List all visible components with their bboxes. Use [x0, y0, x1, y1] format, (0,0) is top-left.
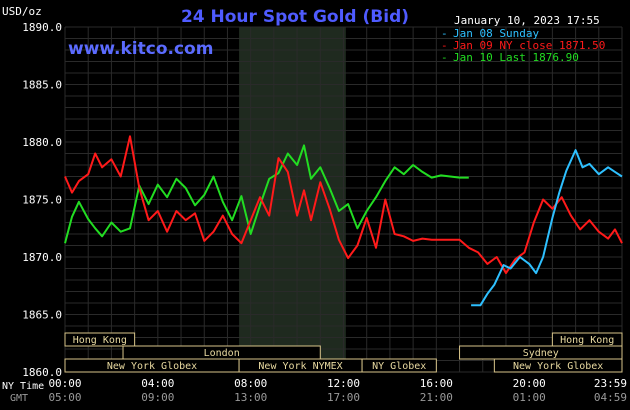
y-tick-label: 1885.0 [22, 79, 62, 92]
chart-title: 24 Hour Spot Gold (Bid) [181, 7, 409, 27]
series-layer [64, 135, 623, 307]
session-band [493, 358, 623, 373]
y-tick-label: 1860.0 [22, 366, 62, 379]
y-tick-label: 1865.0 [22, 309, 62, 322]
legend-marker: - [441, 27, 448, 40]
x-tick-gmt: 09:00 [141, 391, 174, 404]
x-tick-ny: 20:00 [513, 377, 546, 390]
session-label: Hong Kong [560, 335, 614, 346]
legend-label: Jan 10 Last 1876.90 [453, 51, 579, 64]
y-axis: 1890.0 1885.0 1880.0 1875.0 1870.0 1865.0 1860… [22, 21, 62, 379]
x-tick-gmt: 13:00 [234, 391, 267, 404]
x-tick-ny: 23:59 [594, 377, 627, 390]
watermark-logo: www.kitco.com [68, 39, 213, 59]
y-tick-label: 1890.0 [22, 21, 62, 34]
session-label: New York Globex [513, 361, 603, 372]
session-label: London [204, 348, 240, 359]
session-label: New York NYMEX [258, 361, 342, 372]
datetime-label: January 10, 2023 17:55 [454, 14, 600, 27]
legend-marker: - [441, 39, 448, 52]
session-label: Sydney [523, 348, 559, 359]
x-tick-ny: 04:00 [141, 377, 174, 390]
x-tick-ny: 00:00 [48, 377, 81, 390]
grid-layer [64, 26, 623, 373]
series-line-2 [471, 149, 623, 307]
series-line-0 [64, 144, 469, 244]
x-tick-gmt: 17:00 [327, 391, 360, 404]
x-tick-ny: 16:00 [420, 377, 453, 390]
series-line-1 [64, 135, 623, 275]
y-tick-label: 1870.0 [22, 251, 62, 264]
legend-marker: - [441, 51, 448, 64]
legend-label: Jan 08 Sunday [453, 27, 539, 40]
session-bands: Hong Kong Hong Kong London Sydney New York G… [64, 332, 623, 373]
x-axis-label-ny: NY Time [2, 381, 44, 392]
unit-label: USD/oz [2, 5, 42, 18]
y-tick-label: 1880.0 [22, 136, 62, 149]
session-label: Hong Kong [73, 335, 127, 346]
session-band [64, 332, 136, 347]
x-tick-ny: 08:00 [234, 377, 267, 390]
legend-label: Jan 09 NY close 1871.50 [453, 39, 605, 52]
x-tick-gmt: 01:00 [513, 391, 546, 404]
y-tick-label: 1875.0 [22, 194, 62, 207]
session-label: NY Globex [372, 361, 426, 372]
x-tick-gmt: 04:59 [594, 391, 627, 404]
x-axis-label-gmt: GMT [10, 393, 28, 404]
x-tick-gmt: 05:00 [48, 391, 81, 404]
session-label: New York Globex [107, 361, 197, 372]
session-band [361, 358, 437, 373]
legend: - Jan 08 Sunday- Jan 09 NY close 1871.50- J… [441, 27, 605, 64]
x-tick-gmt: 21:00 [420, 391, 453, 404]
x-tick-ny: 12:00 [327, 377, 360, 390]
